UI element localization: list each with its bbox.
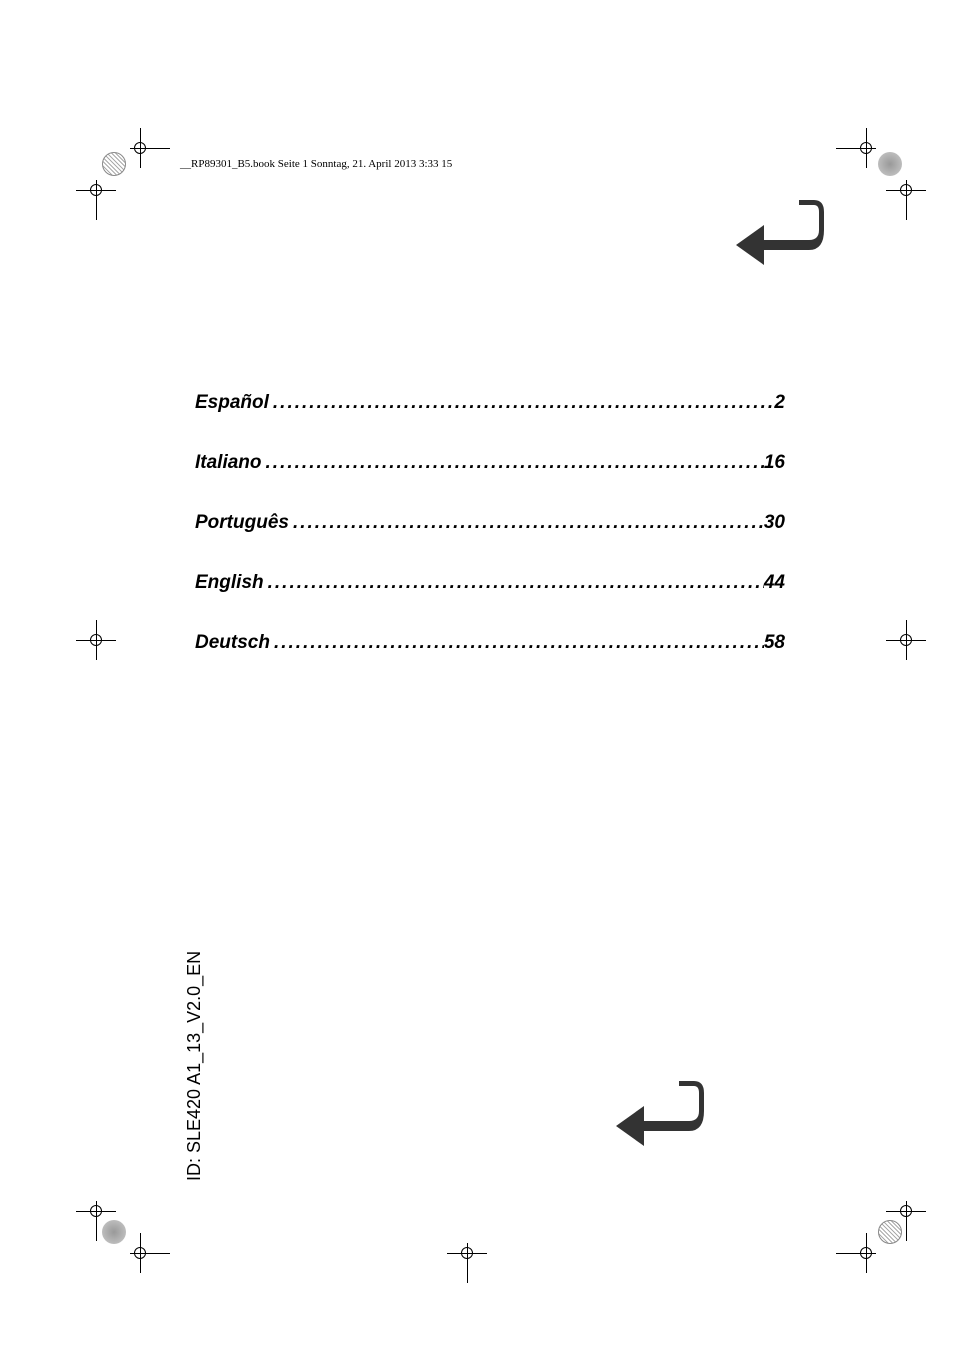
- table-of-contents: Español ................................…: [195, 392, 785, 692]
- toc-dots: ........................................…: [262, 452, 764, 474]
- toc-label: Español: [195, 392, 269, 414]
- toc-page: 2: [774, 392, 785, 414]
- document-id: ID: SLE420 A1_13_V2.0_EN: [184, 951, 205, 1181]
- registration-mark-tr: [878, 152, 902, 181]
- toc-page: 58: [764, 632, 785, 654]
- toc-dots: ........................................…: [270, 632, 764, 654]
- registration-mark-tl: [102, 152, 126, 181]
- return-arrow-icon: [734, 200, 824, 270]
- return-arrow-icon: [614, 1081, 704, 1151]
- toc-row: English ................................…: [195, 572, 785, 594]
- toc-page: 30: [764, 512, 785, 534]
- registration-mark-br: [878, 1220, 902, 1249]
- toc-dots: ........................................…: [289, 512, 764, 534]
- toc-page: 44: [764, 572, 785, 594]
- toc-row: Español ................................…: [195, 392, 785, 414]
- toc-label: Deutsch: [195, 632, 270, 654]
- toc-page: 16: [764, 452, 785, 474]
- toc-label: English: [195, 572, 264, 594]
- toc-dots: ........................................…: [264, 572, 764, 594]
- page-header: __RP89301_B5.book Seite 1 Sonntag, 21. A…: [180, 158, 452, 170]
- registration-mark-bl: [102, 1220, 126, 1249]
- toc-label: Italiano: [195, 452, 262, 474]
- toc-label: Português: [195, 512, 289, 534]
- toc-row: Português ..............................…: [195, 512, 785, 534]
- toc-dots: ........................................…: [269, 392, 775, 414]
- toc-row: Deutsch ................................…: [195, 632, 785, 654]
- toc-row: Italiano ...............................…: [195, 452, 785, 474]
